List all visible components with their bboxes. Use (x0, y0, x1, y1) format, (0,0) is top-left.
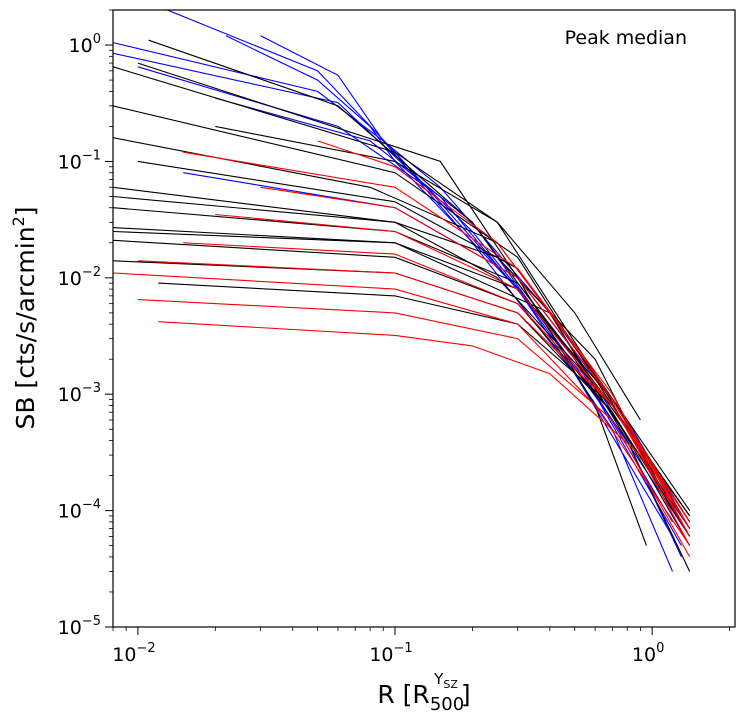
y-tick-label-3: 10−2 (58, 265, 101, 290)
profile-line-black-22 (137, 62, 647, 546)
y-tick-label-5: 100 (69, 32, 101, 57)
profile-line-red-30 (317, 140, 691, 523)
profile-line-red-24 (137, 299, 691, 558)
profile-line-black-13 (113, 186, 691, 517)
x-axis-label: R [R500YSZ] (377, 670, 470, 715)
y-tick-label-2: 10−3 (58, 381, 101, 406)
x-tick-label-1: 10−1 (369, 641, 412, 666)
profile-line-red-26 (137, 260, 691, 537)
profile-line-black-8 (148, 39, 691, 529)
profile-line-blue-7 (183, 172, 691, 529)
profile-line-red-31 (183, 151, 691, 537)
profile-line-black-9 (113, 66, 691, 537)
profile-line-red-25 (158, 321, 691, 546)
profile-line-black-19 (215, 125, 641, 421)
y-tick-label-0: 10−5 (58, 614, 101, 639)
profile-line-blue-2 (166, 10, 674, 572)
profile-line-blue-1 (113, 52, 682, 546)
profile-line-blue-5 (137, 66, 673, 523)
chart-annotation: Peak median (565, 27, 687, 49)
y-axis-label: SB [cts/s/arcmin2] (9, 206, 40, 429)
profile-line-red-28 (215, 213, 691, 523)
profile-line-red-23 (113, 272, 691, 546)
profile-line-red-27 (183, 242, 691, 529)
plot-frame (112, 9, 736, 628)
profile-line-black-21 (113, 230, 691, 572)
y-tick-label-4: 10−1 (58, 148, 101, 173)
y-tick-label-1: 10−4 (58, 498, 101, 523)
x-tick-label-0: 10−2 (112, 641, 155, 666)
x-tick-label-2: 100 (632, 641, 664, 666)
profile-curves (113, 10, 691, 572)
axis-ticks: 10−2 10−1 100 10−5 10−4 10−3 10−2 10−1 100 (58, 9, 730, 666)
